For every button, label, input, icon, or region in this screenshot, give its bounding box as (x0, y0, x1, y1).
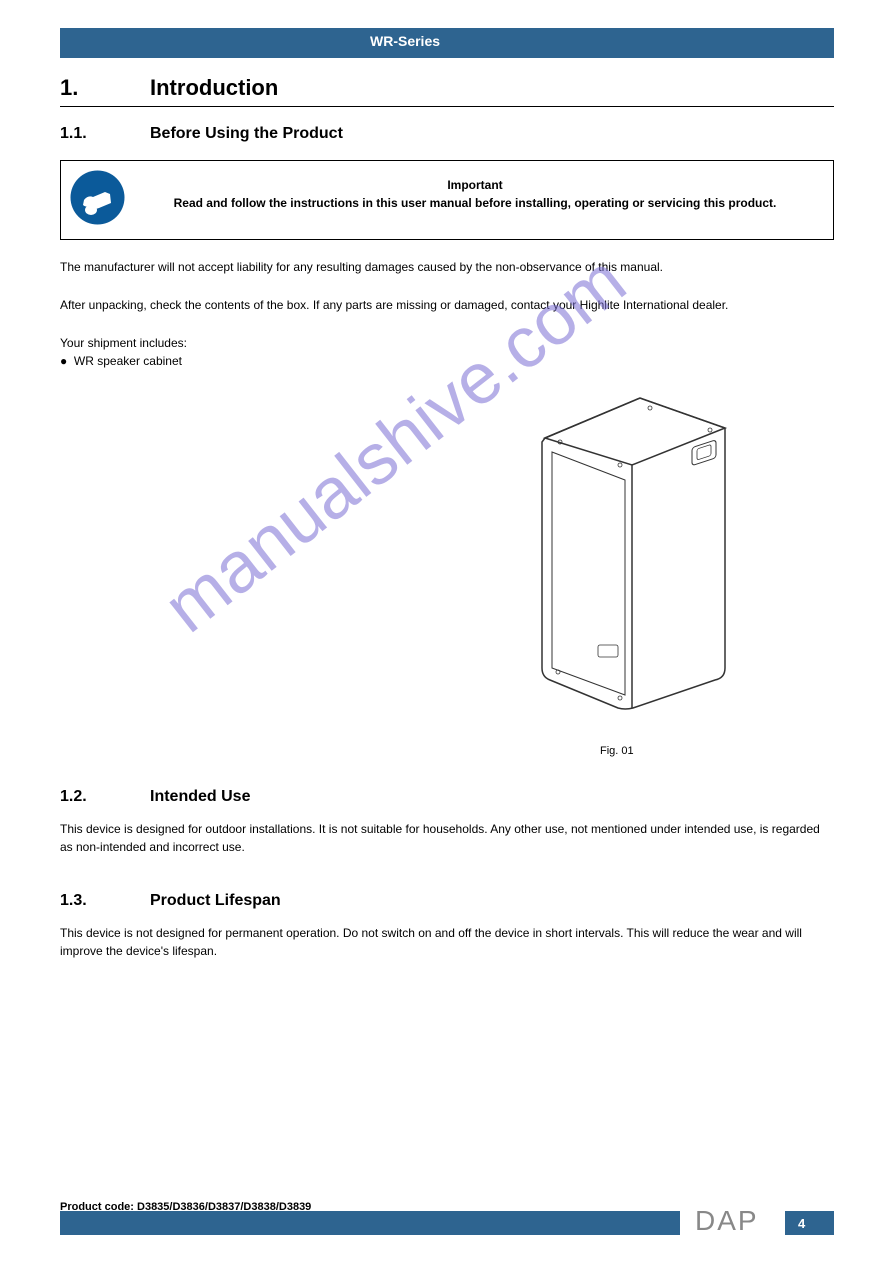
section-1-title: Introduction (150, 75, 278, 101)
body-paragraph-3: Your shipment includes: ● WR speaker cab… (60, 334, 834, 370)
section-divider (60, 106, 834, 107)
body-paragraph-1: The manufacturer will not accept liabili… (60, 258, 834, 276)
speaker-diagram (500, 370, 760, 720)
footer-bar-right (785, 1211, 834, 1235)
brand-logo: DAP (695, 1205, 759, 1237)
shipment-label: Your shipment includes: (60, 336, 187, 350)
subsection-1-2-title: Intended Use (150, 788, 250, 806)
footer-bar-left (60, 1211, 680, 1235)
lifespan-text: This device is not designed for permanen… (60, 924, 834, 960)
page-number: 4 (798, 1216, 805, 1231)
header-title: WR-Series (370, 33, 440, 49)
notice-line-1: Important (145, 178, 805, 192)
header-bar (60, 28, 834, 58)
body-paragraph-2: After unpacking, check the contents of t… (60, 296, 834, 314)
notice-line-2: Read and follow the instructions in this… (145, 196, 805, 210)
subsection-1-2-number: 1.2. (60, 788, 87, 806)
subsection-1-1-number: 1.1. (60, 125, 87, 143)
section-1-number: 1. (60, 75, 78, 101)
subsection-1-3-number: 1.3. (60, 892, 87, 910)
manual-icon (70, 170, 125, 225)
intended-use-text: This device is designed for outdoor inst… (60, 820, 834, 856)
figure-label: Fig. 01 (600, 745, 634, 757)
shipment-item: WR speaker cabinet (74, 354, 182, 368)
subsection-1-1-title: Before Using the Product (150, 125, 343, 143)
subsection-1-3-title: Product Lifespan (150, 892, 281, 910)
